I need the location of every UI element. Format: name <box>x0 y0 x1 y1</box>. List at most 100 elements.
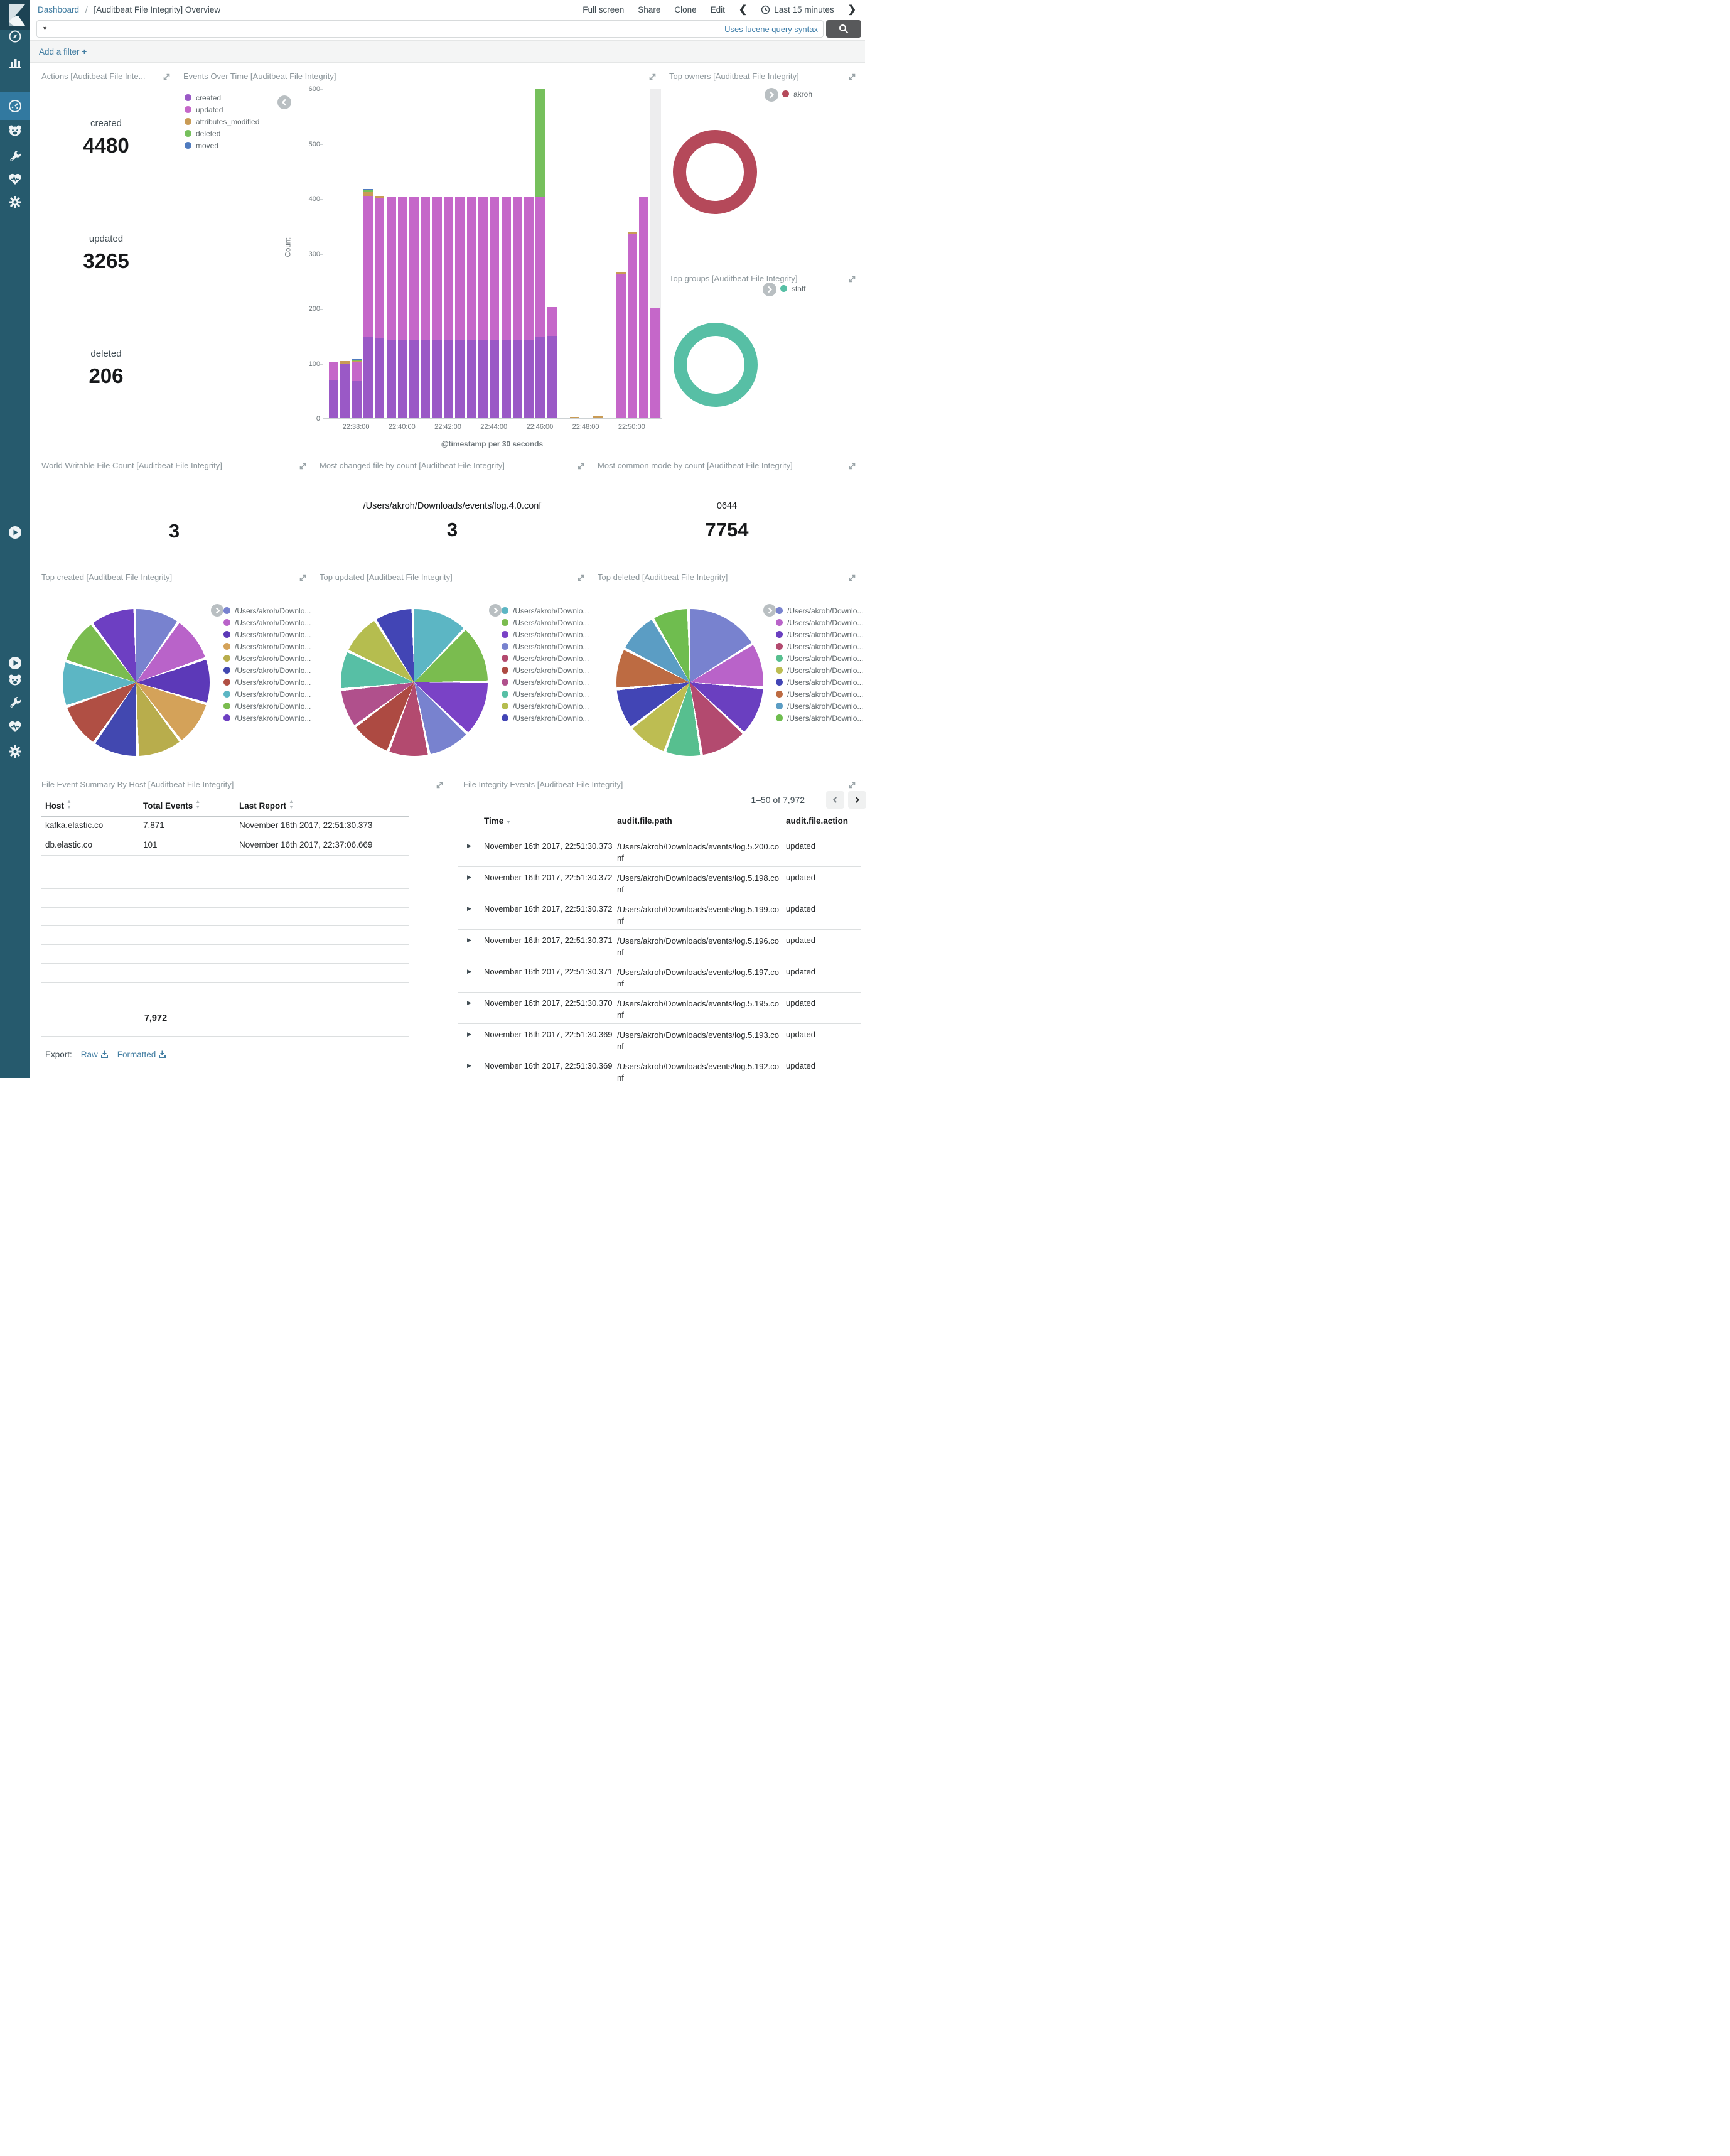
kibana-logo[interactable] <box>0 0 30 30</box>
legend-collapse-button[interactable] <box>765 88 778 102</box>
expand-icon[interactable] <box>648 73 657 81</box>
time-picker[interactable]: Last 15 minutes <box>761 5 834 14</box>
legend-item-path[interactable]: /Users/akroh/Downlo... <box>502 700 589 712</box>
sidebar-item-management[interactable] <box>0 191 30 213</box>
legend-item-path[interactable]: /Users/akroh/Downlo... <box>776 617 863 628</box>
bar-created[interactable] <box>352 380 362 418</box>
bar-attributes_modified[interactable] <box>363 192 373 196</box>
bar-updated[interactable] <box>616 273 626 418</box>
expand-icon[interactable] <box>848 574 856 582</box>
bar-updated[interactable] <box>444 197 453 340</box>
created-pie-chart[interactable] <box>63 609 210 756</box>
bar-updated[interactable] <box>650 308 660 418</box>
bar-attributes_modified[interactable] <box>616 272 626 274</box>
legend-item-path[interactable]: /Users/akroh/Downlo... <box>223 617 311 628</box>
bar-attributes_modified[interactable] <box>570 417 580 418</box>
next-page-button[interactable] <box>848 791 866 809</box>
bar-created[interactable] <box>535 337 545 418</box>
legend-item-path[interactable]: /Users/akroh/Downlo... <box>776 664 863 676</box>
legend-item-path[interactable]: /Users/akroh/Downlo... <box>776 676 863 688</box>
bar-updated[interactable] <box>547 307 557 336</box>
legend-item-path[interactable]: /Users/akroh/Downlo... <box>776 640 863 652</box>
expand-icon[interactable] <box>577 462 585 470</box>
export-formatted-link[interactable]: Formatted <box>117 1050 167 1059</box>
legend-item-path[interactable]: /Users/akroh/Downlo... <box>223 652 311 664</box>
bar-updated[interactable] <box>524 197 534 340</box>
sidebar-item-apm-2[interactable] <box>0 669 30 691</box>
groups-donut-chart[interactable] <box>674 323 758 407</box>
expand-icon[interactable] <box>848 275 856 283</box>
column-header-time[interactable]: Time ▼ <box>484 816 511 826</box>
bar-deleted[interactable] <box>363 190 373 193</box>
search-button[interactable] <box>826 20 861 38</box>
legend-item-path[interactable]: /Users/akroh/Downlo... <box>776 712 863 724</box>
bar-created[interactable] <box>466 339 476 418</box>
expand-icon[interactable] <box>577 574 585 582</box>
column-header-host[interactable]: Host ▲ ▼ <box>45 799 72 811</box>
legend-item-path[interactable]: /Users/akroh/Downlo... <box>502 628 589 640</box>
bar-created[interactable] <box>547 335 557 418</box>
bar-updated[interactable] <box>455 197 465 340</box>
edit-button[interactable]: Edit <box>710 4 725 14</box>
time-forward-button[interactable]: ❯ <box>847 4 856 15</box>
full-screen-button[interactable]: Full screen <box>583 4 625 14</box>
sidebar-item-devtools[interactable] <box>0 145 30 166</box>
bar-created[interactable] <box>524 339 534 418</box>
bar-created[interactable] <box>478 339 488 418</box>
bar-updated[interactable] <box>409 197 419 340</box>
sidebar-item-dashboard[interactable] <box>0 95 30 117</box>
legend-item-path[interactable]: /Users/akroh/Downlo... <box>776 628 863 640</box>
legend-item-path[interactable]: /Users/akroh/Downlo... <box>223 664 311 676</box>
legend-item-path[interactable]: /Users/akroh/Downlo... <box>223 676 311 688</box>
legend-item-deleted[interactable]: deleted <box>185 127 259 139</box>
legend-collapse-button[interactable] <box>277 95 291 109</box>
add-filter-button[interactable]: Add a filter + <box>39 46 87 57</box>
row-expand-button[interactable]: ▶ <box>467 937 471 943</box>
row-expand-button[interactable]: ▶ <box>467 843 471 849</box>
share-button[interactable]: Share <box>638 4 661 14</box>
bar-updated[interactable] <box>329 362 338 380</box>
legend-item-path[interactable]: /Users/akroh/Downlo... <box>776 605 863 617</box>
sidebar-item-discover[interactable] <box>0 26 30 47</box>
bar-updated[interactable] <box>432 197 442 340</box>
sidebar-item-devtools-2[interactable] <box>0 691 30 713</box>
bar-created[interactable] <box>444 339 453 418</box>
sidebar-item-timelion-2[interactable] <box>0 652 30 674</box>
legend-collapse-button[interactable] <box>489 604 502 617</box>
expand-icon[interactable] <box>848 781 856 789</box>
legend-collapse-button[interactable] <box>763 283 776 296</box>
bar-created[interactable] <box>386 339 396 418</box>
bar-created[interactable] <box>409 339 419 418</box>
column-header-action[interactable]: audit.file.action <box>786 816 849 826</box>
legend-item-path[interactable]: /Users/akroh/Downlo... <box>502 652 589 664</box>
bar-updated[interactable] <box>397 197 407 340</box>
legend-item-path[interactable]: /Users/akroh/Downlo... <box>502 676 589 688</box>
row-expand-button[interactable]: ▶ <box>467 874 471 880</box>
bar-updated[interactable] <box>352 362 362 381</box>
bar-created[interactable] <box>432 339 442 418</box>
legend-item-path[interactable]: /Users/akroh/Downlo... <box>223 605 311 617</box>
bar-created[interactable] <box>421 339 431 418</box>
legend-item-path[interactable]: /Users/akroh/Downlo... <box>502 605 589 617</box>
legend-collapse-button[interactable] <box>763 604 776 617</box>
bar-updated[interactable] <box>421 197 431 340</box>
prev-page-button[interactable] <box>826 791 844 809</box>
bar-updated[interactable] <box>478 197 488 340</box>
bar-created[interactable] <box>329 379 338 418</box>
bar-moved[interactable] <box>352 358 362 360</box>
legend-item-updated[interactable]: updated <box>185 104 259 116</box>
bar-updated[interactable] <box>490 197 500 340</box>
row-expand-button[interactable]: ▶ <box>467 968 471 974</box>
legend-item-path[interactable]: /Users/akroh/Downlo... <box>223 712 311 724</box>
bar-attributes_modified[interactable] <box>340 361 350 364</box>
legend-item-path[interactable]: /Users/akroh/Downlo... <box>776 688 863 700</box>
column-header-total-events[interactable]: Total Events ▲ ▼ <box>143 799 200 811</box>
bar-updated[interactable] <box>466 197 476 340</box>
bar-attributes_modified[interactable] <box>593 415 603 418</box>
legend-item-moved[interactable]: moved <box>185 139 259 151</box>
sidebar-item-management-2[interactable] <box>0 741 30 762</box>
legend-item-path[interactable]: /Users/akroh/Downlo... <box>223 640 311 652</box>
sidebar-item-apm[interactable] <box>0 120 30 141</box>
bar-created[interactable] <box>397 339 407 418</box>
sidebar-item-monitoring-2[interactable] <box>0 716 30 737</box>
